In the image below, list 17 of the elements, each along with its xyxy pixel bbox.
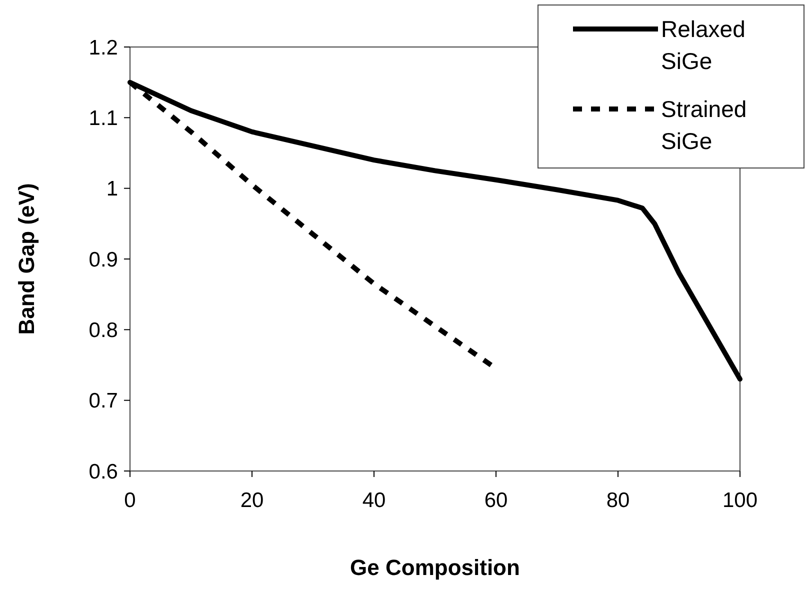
y-tick-label: 0.8 [88, 319, 118, 342]
y-tick-label: 0.9 [88, 248, 118, 272]
legend-label: Strained SiGe [661, 96, 747, 154]
y-tick-label: 0.7 [88, 390, 118, 413]
x-tick-label: 0 [124, 489, 136, 512]
x-tick-label: 20 [240, 489, 264, 512]
y-tick-label: 1 [106, 178, 118, 201]
x-tick-label: 100 [722, 489, 758, 512]
y-tick-label: 0.6 [88, 460, 118, 484]
y-axis-title: Band Gap (eV) [14, 183, 39, 335]
x-tick-label: 60 [484, 489, 508, 512]
y-tick-label: 1.1 [88, 107, 118, 130]
x-tick-label: 40 [362, 489, 386, 512]
y-tick-label: 1.2 [88, 36, 118, 60]
x-axis-title: Ge Composition [350, 555, 520, 580]
legend-label: Relaxed SiGe [661, 16, 746, 74]
x-tick-label: 80 [606, 489, 630, 512]
